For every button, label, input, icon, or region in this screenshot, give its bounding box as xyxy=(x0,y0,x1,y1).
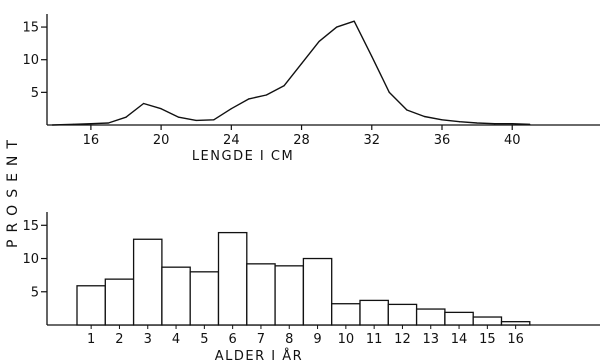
line-point xyxy=(458,121,461,123)
bar-chart-y-tick-label: 5 xyxy=(31,285,39,300)
line-point xyxy=(142,102,145,105)
age-bar xyxy=(444,311,474,326)
line-point xyxy=(388,91,390,93)
age-bar xyxy=(415,308,446,326)
length-series-line xyxy=(52,20,530,126)
line-point xyxy=(529,123,531,125)
line-point xyxy=(51,124,53,126)
bar-chart-x-tick-label: 8 xyxy=(285,332,293,347)
line-point xyxy=(494,123,496,125)
bar-chart-x-tick-label: 1 xyxy=(87,332,95,347)
line-chart-x-tick-label: 36 xyxy=(434,133,451,148)
line-point xyxy=(125,116,127,118)
line-point xyxy=(353,20,355,22)
line-point xyxy=(476,122,478,124)
age-bar xyxy=(76,285,106,326)
line-point xyxy=(336,26,338,28)
line-point xyxy=(72,123,74,125)
bar-chart-x-tick-label: 12 xyxy=(394,332,411,347)
length-line-chart: 5 10 15 16 20 24 28 32 36 40 LENGDE I CM xyxy=(22,14,600,164)
age-bar xyxy=(104,278,135,326)
line-point xyxy=(511,123,513,125)
line-chart-y-tick-label: 15 xyxy=(22,21,39,36)
age-bar xyxy=(189,271,220,326)
line-point xyxy=(441,119,443,121)
line-chart-x-tick-label: 28 xyxy=(293,133,310,148)
line-chart-x-tick-label: 20 xyxy=(153,133,170,148)
age-bar xyxy=(500,321,531,326)
bar-chart-x-tick-label: 13 xyxy=(422,332,439,347)
line-point xyxy=(107,122,110,124)
line-chart-x-tick-label: 40 xyxy=(504,133,521,148)
line-point xyxy=(178,116,180,118)
line-point xyxy=(90,123,92,125)
age-bar xyxy=(387,303,418,326)
bar-chart-x-tick-label: 11 xyxy=(366,332,383,347)
line-point xyxy=(195,119,197,122)
age-bar xyxy=(274,265,305,326)
bar-chart-y-tick-label: 15 xyxy=(22,219,39,234)
bar-chart-x-tick-label: 4 xyxy=(172,332,180,347)
age-bar xyxy=(246,263,276,326)
line-point xyxy=(265,94,268,96)
bar-chart-x-tick-label: 14 xyxy=(451,332,468,347)
bar-chart-x-tick-label: 5 xyxy=(200,332,208,347)
bar-chart-y-tick-label: 10 xyxy=(22,252,39,267)
bar-chart-x-tick-label: 2 xyxy=(115,332,123,347)
line-chart-y-tick-label: 10 xyxy=(22,53,39,68)
age-bar xyxy=(132,238,163,326)
age-bar xyxy=(359,299,389,326)
line-point xyxy=(300,63,303,65)
bar-chart-x-tick-label: 6 xyxy=(229,332,237,347)
bar-chart-x-tick-label: 10 xyxy=(338,332,355,347)
line-point xyxy=(160,108,162,110)
bar-chart-x-tick-label: 9 xyxy=(313,332,321,347)
bar-chart-x-tick-label: 15 xyxy=(479,332,496,347)
bar-chart-x-tick-label: 16 xyxy=(507,332,524,347)
bar-chart-x-tick-label: 7 xyxy=(257,332,265,347)
line-point xyxy=(283,85,285,87)
line-point xyxy=(213,119,215,121)
line-point xyxy=(406,109,408,111)
bar-chart-x-tick-label: 3 xyxy=(144,332,152,347)
bar-chart-x-axis-title: ALDER I ÅR xyxy=(215,348,303,364)
line-point xyxy=(230,108,232,110)
line-point xyxy=(371,55,373,58)
line-point xyxy=(248,98,250,100)
line-chart-x-axis-title: LENGDE I CM xyxy=(192,149,294,164)
line-point xyxy=(423,115,426,118)
line-point xyxy=(318,40,320,43)
age-bar xyxy=(302,257,333,326)
line-chart-y-tick-label: 5 xyxy=(31,86,39,101)
age-bar xyxy=(161,266,191,326)
line-chart-x-tick-label: 32 xyxy=(364,133,381,148)
y-axis-title: PROSENT xyxy=(5,133,21,248)
age-bar xyxy=(472,316,503,326)
age-bar xyxy=(331,303,361,326)
line-chart-x-tick-label: 24 xyxy=(223,133,240,148)
line-chart-x-tick-label: 16 xyxy=(83,133,100,148)
age-bar xyxy=(217,231,248,326)
